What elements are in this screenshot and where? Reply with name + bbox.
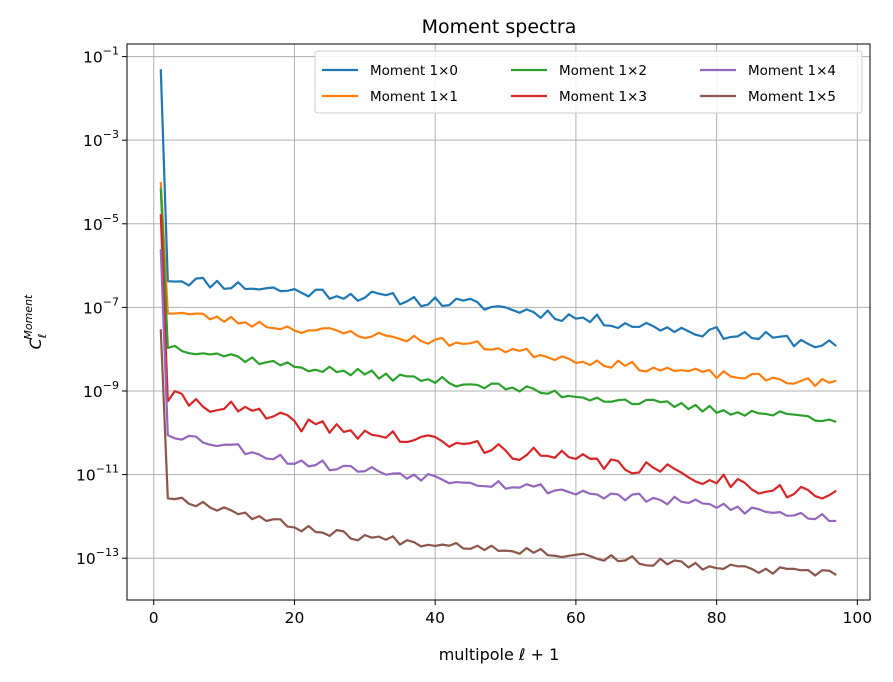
series-line-6 bbox=[159, 329, 837, 577]
y-axis-label-sup: Moment bbox=[22, 294, 35, 340]
y-tick-label: 10−3 bbox=[83, 128, 119, 150]
y-tick-label: 10−5 bbox=[83, 212, 119, 234]
x-tick-label: 0 bbox=[149, 609, 159, 627]
grid bbox=[127, 44, 870, 600]
x-tick-label: 60 bbox=[566, 609, 586, 627]
y-tick-label: 10−7 bbox=[83, 295, 119, 317]
series-line-1 bbox=[159, 69, 837, 349]
x-axis-label: multipole ℓ + 1 bbox=[439, 645, 560, 664]
y-axis-label-main: C bbox=[26, 337, 45, 349]
legend-label-6: Moment 1×5 bbox=[748, 89, 836, 105]
y-axis-ticks: 10−13 10−11 10−9 10−7 10−5 10−3 10−1 bbox=[76, 45, 127, 568]
series-lines bbox=[159, 69, 837, 577]
legend-frame bbox=[314, 50, 863, 114]
x-tick-label: 100 bbox=[843, 609, 873, 627]
plot-frame bbox=[126, 43, 871, 601]
y-axis-label-sub: ℓ bbox=[36, 334, 49, 340]
legend: Moment 1×0 Moment 1×1 Moment 1×2 Moment 1×3… bbox=[314, 50, 863, 114]
series-line-4 bbox=[159, 214, 837, 500]
y-axis-label: CℓMoment bbox=[22, 294, 49, 349]
y-tick-label: 10−11 bbox=[76, 463, 119, 485]
x-tick-label: 40 bbox=[425, 609, 445, 627]
x-tick-label: 80 bbox=[707, 609, 727, 627]
legend-label-5: Moment 1×4 bbox=[748, 63, 836, 79]
legend-label-2: Moment 1×1 bbox=[370, 89, 458, 105]
x-tick-label: 20 bbox=[285, 609, 305, 627]
series-line-3 bbox=[159, 188, 837, 423]
x-axis-ticks: 0 20 40 60 80 100 bbox=[149, 600, 872, 627]
legend-label-1: Moment 1×0 bbox=[370, 63, 458, 79]
y-tick-label: 10−9 bbox=[83, 379, 119, 401]
legend-label-3: Moment 1×2 bbox=[559, 63, 647, 79]
series-line-2 bbox=[159, 181, 837, 388]
y-tick-label: 10−1 bbox=[83, 45, 119, 67]
legend-label-4: Moment 1×3 bbox=[559, 89, 647, 105]
chart-title: Moment spectra bbox=[422, 16, 577, 38]
series-line-5 bbox=[159, 248, 837, 523]
y-tick-label: 10−13 bbox=[76, 546, 119, 568]
